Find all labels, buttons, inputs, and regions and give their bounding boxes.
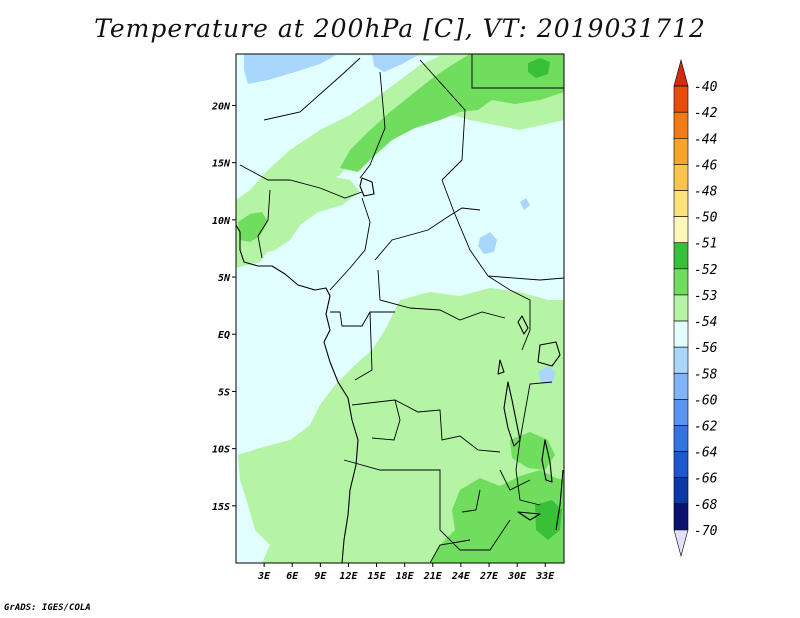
- lon-tick-label: 21E: [423, 571, 443, 582]
- contour-band-light-green-north: [236, 54, 564, 268]
- colorbar-swatch: [673, 138, 689, 165]
- colorbar-label: -70: [694, 524, 718, 539]
- colorbar-label: -68: [694, 498, 718, 513]
- colorbar-swatch: [673, 294, 689, 322]
- colorbar-swatch: [673, 111, 689, 139]
- lat-tick-label: 10N: [212, 216, 231, 227]
- credit-text: GrADS: IGES/COLA: [4, 603, 91, 613]
- lat-tick-label: 20N: [211, 101, 231, 112]
- colorbar-swatch: [673, 399, 689, 426]
- contour-band-green-westcoast: [238, 212, 268, 242]
- lon-tick-label: 6E: [286, 571, 299, 582]
- contour-band-green-southeast-2: [510, 432, 555, 470]
- contour-band-dark-green: [528, 58, 550, 78]
- lon-tick-label: 15E: [368, 571, 387, 582]
- colorbar-swatch: [673, 242, 689, 270]
- colorbar-label: -42: [694, 106, 718, 121]
- colorbar-swatch: [673, 85, 689, 113]
- map-frame: [235, 53, 565, 564]
- colorbar-label: -58: [694, 367, 718, 382]
- colorbar-label: -64: [694, 446, 717, 461]
- colorbar-label: -50: [694, 211, 718, 226]
- lon-tick-label: 9E: [314, 571, 327, 582]
- colorbar-label: -66: [694, 472, 718, 487]
- colorbar-swatch: [673, 503, 689, 531]
- lon-tick-label: 18E: [396, 571, 415, 582]
- coastlines-and-borders: [236, 54, 564, 563]
- colorbar-swatch: [673, 425, 689, 452]
- lake-albert: [517, 315, 529, 335]
- colorbar-label: -48: [694, 185, 718, 200]
- colorbar-label: -46: [694, 158, 718, 173]
- colorbar-label: -51: [694, 237, 717, 252]
- lake-chad: [359, 177, 375, 197]
- contour-band-green-southeast: [430, 470, 564, 563]
- colorbar-label: -54: [694, 315, 717, 330]
- colorbar-swatch: [673, 190, 689, 217]
- colorbar-label: -60: [694, 393, 718, 408]
- colorbar-top-arrow: [673, 58, 689, 87]
- contour-band-light-blue-blob-2: [520, 198, 530, 210]
- contour-band-green-north: [340, 54, 564, 172]
- temperature-contours: [236, 54, 564, 563]
- colorbar-label: -56: [694, 341, 718, 356]
- colorbar-swatch: [673, 320, 689, 348]
- lake-tanganyika: [503, 381, 521, 447]
- colorbar-label: -53: [694, 289, 717, 304]
- lat-tick-label: 15N: [212, 159, 231, 170]
- lake-malawi: [541, 439, 553, 483]
- east-africa-coastline: [555, 469, 564, 531]
- west-africa-coastline: [236, 224, 359, 563]
- lat-tick-label: EQ: [218, 330, 230, 341]
- contour-band-light-blue-nw: [244, 54, 338, 84]
- contour-band-light-blue-ne: [372, 54, 420, 72]
- lat-tick-label: 5S: [218, 387, 230, 398]
- colorbar-swatch: [673, 216, 689, 244]
- lon-tick-label: 3E: [257, 571, 271, 582]
- latitude-axis: 20N 15N 10N 5N EQ 5S 10S 15S: [211, 101, 236, 513]
- colorbar-label: -52: [694, 263, 718, 278]
- lat-tick-label: 5N: [218, 273, 231, 284]
- lat-tick-label: 15S: [212, 502, 230, 513]
- lake-kivu: [497, 359, 505, 375]
- lon-tick-label: 24E: [451, 571, 471, 582]
- map-panel: [235, 53, 565, 564]
- lon-tick-label: 27E: [479, 571, 499, 582]
- contour-band-light-blue-blob-3: [538, 366, 556, 384]
- colorbar-swatch: [673, 268, 689, 296]
- lon-tick-label: 33E: [535, 571, 555, 582]
- colorbar-swatch: [673, 372, 689, 400]
- colorbar-swatch: [673, 164, 689, 191]
- longitude-axis: 3E 6E 9E 12E 15E 18E 21E 24E 27E 30E 33E: [257, 563, 555, 582]
- kariba-lake: [517, 511, 541, 521]
- colorbar-label: -62: [694, 419, 718, 434]
- contour-band-light-blue-blob: [478, 232, 497, 254]
- country-borders: [239, 54, 564, 563]
- colorbar-label: -40: [694, 80, 718, 95]
- lake-victoria: [537, 341, 561, 367]
- colorbar-label: -44: [694, 132, 717, 147]
- map-title: Temperature at 200hPa [C], VT: 201903171…: [94, 14, 706, 43]
- lon-tick-label: 12E: [339, 571, 358, 582]
- colorbar-bottom-arrow: [673, 529, 689, 558]
- contour-band-dark-green-2: [535, 500, 562, 540]
- colorbar: -40 -42 -44 -46 -48 -50 -51 -52 -53 -54 -56 -58 -60 -…: [673, 58, 718, 558]
- colorbar-swatch: [673, 346, 689, 374]
- lat-tick-label: 10S: [212, 445, 230, 456]
- lon-tick-label: 30E: [507, 571, 527, 582]
- colorbar-swatch: [673, 477, 689, 505]
- colorbar-swatch: [673, 451, 689, 478]
